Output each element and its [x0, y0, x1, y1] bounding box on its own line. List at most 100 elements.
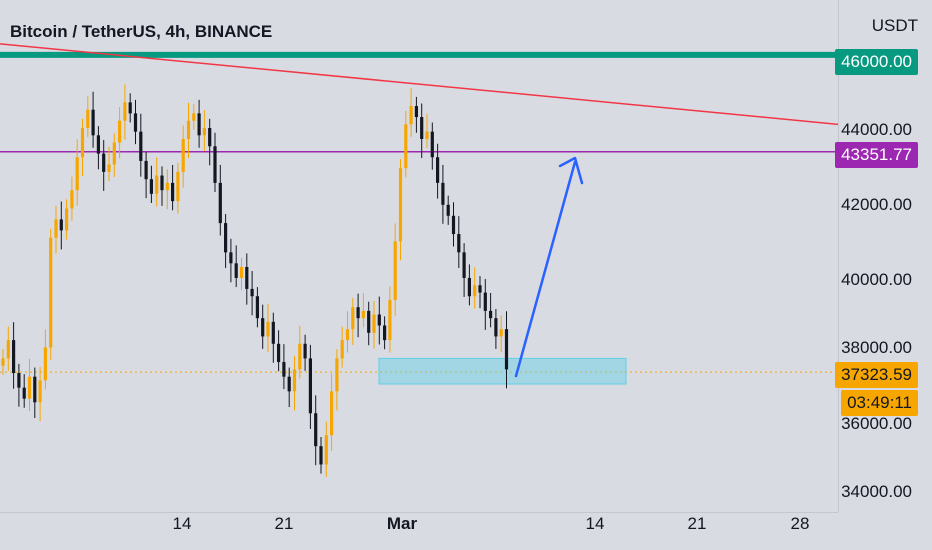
- candle-body: [218, 182, 222, 224]
- candle-body: [483, 292, 487, 311]
- projection-arrow-shaft: [514, 160, 577, 378]
- candle-body: [208, 128, 212, 147]
- candle-body: [430, 131, 434, 158]
- candle-body: [91, 109, 95, 136]
- candle-body: [118, 120, 122, 143]
- support-zone: [378, 357, 627, 385]
- candle-body: [224, 223, 228, 253]
- candle-body: [404, 124, 408, 169]
- time-axis-border: [0, 512, 838, 513]
- candle-body: [17, 373, 21, 388]
- candle-body: [436, 157, 440, 183]
- candle-body: [33, 376, 37, 403]
- time-tick-21: 21: [274, 514, 294, 533]
- candle-body: [446, 204, 450, 216]
- price-tick-34000: 34000.00: [841, 482, 912, 501]
- candle-body: [165, 182, 169, 191]
- candle-body: [393, 241, 397, 300]
- candle-body: [451, 215, 456, 235]
- candle-body: [245, 266, 249, 289]
- candle-body: [478, 285, 482, 293]
- candle-body: [96, 135, 100, 154]
- candle-body: [27, 376, 32, 399]
- price-tick-42000: 42000.00: [841, 195, 912, 214]
- candle-body: [239, 266, 244, 278]
- candle-body: [160, 175, 164, 191]
- candle-body: [75, 157, 79, 191]
- price-tick-36000: 36000.00: [841, 414, 912, 433]
- candle-body: [12, 340, 16, 374]
- candle-body: [59, 219, 63, 231]
- candle-countdown-tag: 03:49:11: [841, 390, 918, 416]
- candle-body: [351, 307, 355, 330]
- candle-body: [330, 391, 334, 436]
- candle-body: [102, 153, 106, 172]
- candle-body: [181, 138, 185, 172]
- candle-body: [229, 252, 233, 264]
- candle-body: [361, 310, 365, 319]
- candle-body: [139, 131, 143, 161]
- candle-body: [197, 113, 201, 136]
- candle-body: [441, 182, 445, 205]
- candle-body: [473, 285, 477, 297]
- candle-body: [324, 435, 328, 465]
- price-axis-currency: USDT: [871, 16, 918, 35]
- price-axis-border: [838, 0, 839, 512]
- candle-body: [123, 102, 127, 121]
- candle-body: [356, 307, 360, 319]
- candle-body: [54, 219, 58, 238]
- candle-body: [499, 329, 503, 337]
- candle-body: [367, 310, 371, 333]
- candle-body: [144, 160, 148, 180]
- level-price-tag[interactable]: 43351.77: [835, 142, 918, 168]
- candle-body: [266, 321, 270, 337]
- candle-body: [6, 340, 10, 359]
- price-tick-40000: 40000.00: [841, 270, 912, 289]
- time-tick-14: 14: [172, 514, 192, 533]
- candle-body: [298, 343, 302, 370]
- resistance-price-tag[interactable]: 46000.00: [835, 49, 918, 75]
- candle-body: [171, 182, 175, 202]
- candle-body: [420, 117, 424, 139]
- candle-body: [282, 362, 286, 377]
- candle-body: [49, 237, 53, 348]
- time-tick-21-mar: 21: [687, 514, 707, 533]
- time-tick-14-mar: 14: [585, 514, 605, 533]
- candle-body: [261, 318, 265, 337]
- candle-body: [271, 321, 275, 344]
- time-tick-28-mar: 28: [790, 514, 810, 533]
- candle-body: [383, 325, 387, 341]
- candle-body: [292, 369, 297, 392]
- candle-body: [192, 113, 196, 121]
- candle-body: [133, 113, 138, 132]
- candle-body: [345, 329, 350, 341]
- chart-title: Bitcoin / TetherUS, 4h, BINANCE: [10, 22, 273, 41]
- candle-body: [398, 168, 403, 242]
- candle-body: [155, 175, 159, 194]
- candle-body: [43, 347, 47, 381]
- price-tick-38000: 38000.00: [841, 338, 912, 357]
- candle-body: [107, 164, 111, 172]
- candle-body: [414, 106, 418, 118]
- candle-body: [467, 277, 471, 297]
- candle-body: [70, 190, 74, 209]
- candle-body: [377, 314, 381, 326]
- price-chart-svg[interactable]: [0, 0, 838, 512]
- candle-body: [494, 318, 498, 337]
- candle-body: [388, 299, 392, 341]
- candle-body: [149, 179, 153, 194]
- candle-body: [372, 314, 376, 333]
- candle-body: [462, 252, 466, 278]
- candle-body: [250, 288, 254, 297]
- projection-arrow-head: [558, 156, 584, 185]
- candle-body: [425, 131, 429, 139]
- candle-body: [457, 234, 461, 253]
- candle-body: [65, 208, 69, 231]
- candle-body: [314, 413, 318, 447]
- candle-body: [277, 343, 281, 363]
- candle-body: [38, 380, 42, 403]
- candle-body: [213, 146, 217, 183]
- candle-body: [335, 358, 339, 392]
- candle-body: [255, 296, 259, 319]
